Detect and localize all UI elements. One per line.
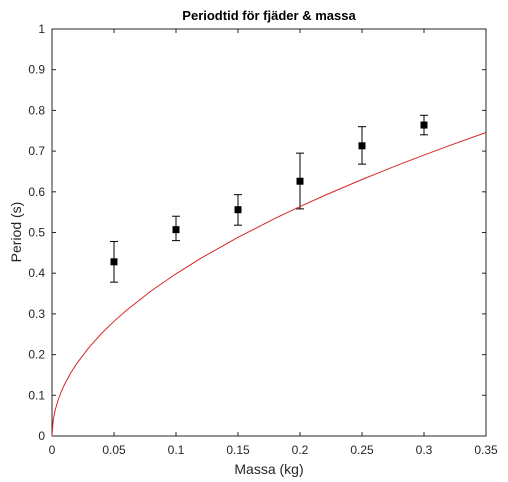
data-series (51, 114, 487, 437)
y-tick-label: 0 (38, 429, 45, 443)
x-tick-label: 0.25 (350, 443, 374, 457)
y-tick-label: 0.6 (28, 185, 45, 199)
y-tick-label: 0.2 (28, 348, 45, 362)
x-tick-label: 0 (49, 443, 56, 457)
y-tick-label: 0.8 (28, 103, 45, 117)
x-tick-label: 0.05 (102, 443, 126, 457)
data-point (296, 177, 304, 185)
data-point (172, 226, 180, 234)
x-axis: 0 0.05 0.1 0.15 0.2 0.25 0.3 0.35 (49, 29, 498, 457)
x-tick-label: 0.15 (226, 443, 250, 457)
y-tick-label: 1 (38, 22, 45, 36)
model-curve (51, 132, 487, 437)
data-point (420, 121, 428, 129)
y-tick-label: 0.5 (28, 226, 45, 240)
x-axis-label: Massa (kg) (234, 461, 303, 477)
chart-title: Periodtid för fjäder & massa (182, 8, 356, 23)
y-tick-label: 0.9 (28, 63, 45, 77)
x-tick-label: 0.2 (292, 443, 309, 457)
y-axis: 0 0.1 0.2 0.3 0.4 0.5 0.6 0.7 0.8 0.9 1 (28, 22, 486, 443)
y-tick-label: 0.4 (28, 266, 45, 280)
y-tick-label: 0.7 (28, 144, 45, 158)
data-point (110, 258, 118, 266)
x-tick-label: 0.35 (474, 443, 498, 457)
x-tick-label: 0.3 (416, 443, 433, 457)
x-tick-label: 0.1 (168, 443, 185, 457)
plot-area (51, 28, 487, 437)
y-tick-label: 0.1 (28, 388, 45, 402)
data-point (234, 206, 242, 214)
data-point (358, 142, 366, 150)
y-axis-label: Period (s) (8, 202, 24, 263)
y-tick-label: 0.3 (28, 307, 45, 321)
